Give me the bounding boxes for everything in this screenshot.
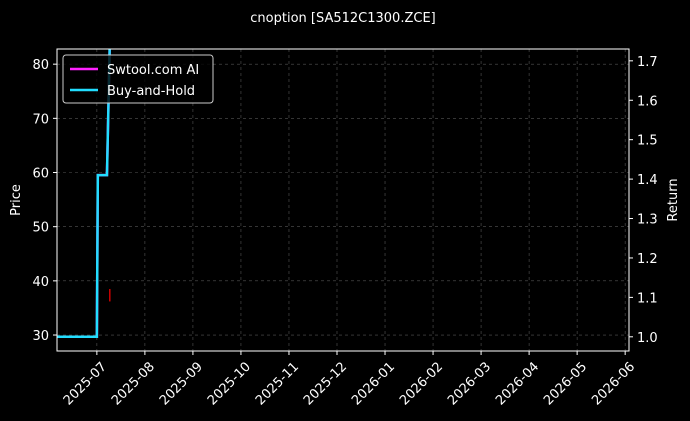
legend: Swtool.com AI Buy-and-Hold [62,54,214,104]
x-tick-label: 2025-12 [301,359,350,408]
x-tick-label: 2026-02 [397,359,446,408]
y2-tick-label: 1.0 [637,331,658,346]
x-tick-label: 2025-09 [157,359,206,408]
chart-title: cnoption [SA512C1300.ZCE] [250,11,435,26]
y-tick-label: 50 [32,221,49,236]
y2-tick-label: 1.5 [637,134,658,149]
y2-tick-label: 1.4 [637,173,658,188]
y2-tick-label: 1.6 [637,94,658,109]
y2-tick-label: 1.1 [637,291,658,306]
y2-axis-label: Return [666,178,681,221]
x-tick-label: 2026-04 [493,359,542,408]
y2-tick-label: 1.2 [637,252,658,267]
y-axis-label: Price [9,184,24,216]
y-tick-label: 60 [32,167,49,182]
plot-frame [56,48,630,352]
series-line [57,49,111,339]
y-tick-label: 40 [32,275,49,290]
x-tick-label: 2025-11 [253,359,302,408]
x-tick-label: 2026-06 [589,359,638,408]
x-tick-label: 2025-07 [61,359,110,408]
axes: 2025-07 2025-08 2025-09 2025-10 2025-11 2025-… [32,54,658,408]
y2-tick-label: 1.3 [637,213,658,228]
y-tick-label: 30 [32,329,49,344]
x-tick-label: 2025-08 [109,359,158,408]
x-tick-label: 2026-05 [541,359,590,408]
legend-label: Buy-and-Hold [107,84,195,99]
x-tick-label: 2026-03 [445,359,494,408]
x-tick-label: 2026-01 [349,359,398,408]
legend-box [62,54,214,104]
y2-tick-label: 1.7 [637,55,658,70]
y-tick-label: 80 [32,58,49,73]
grid [57,49,629,351]
y-tick-label: 70 [32,112,49,127]
x-tick-label: 2025-10 [205,359,254,408]
plot [57,49,111,339]
legend-label: Swtool.com AI [107,63,199,78]
